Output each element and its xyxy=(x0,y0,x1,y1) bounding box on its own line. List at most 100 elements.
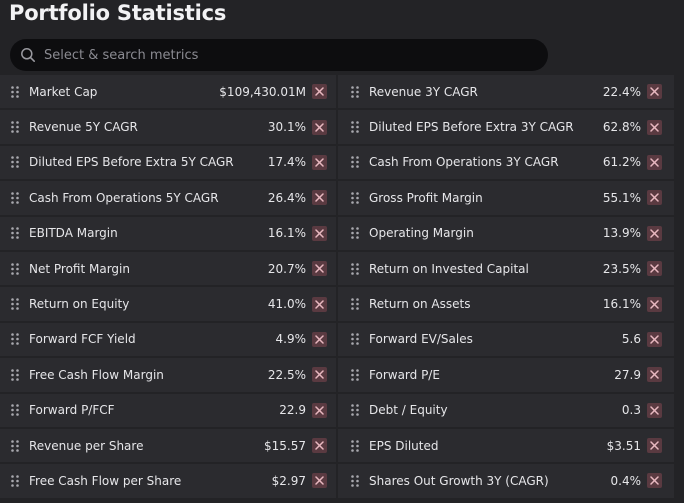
metric-value: $15.57 xyxy=(264,438,306,453)
metric-value: 61.2% xyxy=(602,155,641,170)
metric-value: $3.51 xyxy=(606,438,641,453)
remove-metric-button[interactable] xyxy=(312,402,327,418)
remove-metric-button[interactable] xyxy=(312,84,327,100)
search-input[interactable] xyxy=(42,46,548,64)
remove-metric-button[interactable] xyxy=(312,154,327,170)
remove-metric-button[interactable] xyxy=(647,331,662,347)
metric-value: 17.4% xyxy=(267,155,306,170)
close-icon xyxy=(315,476,324,486)
remove-metric-button[interactable] xyxy=(647,473,662,489)
metric-name: Return on Invested Capital xyxy=(369,261,529,276)
metric-value: 16.1% xyxy=(267,226,306,241)
metric-row: Net Profit Margin 20.7% xyxy=(0,251,336,286)
drag-handle-icon[interactable] xyxy=(350,297,360,311)
drag-handle-icon[interactable] xyxy=(10,226,20,240)
metric-name: Free Cash Flow Margin xyxy=(29,367,164,382)
metric-name: Forward P/E xyxy=(369,367,440,382)
metric-name: Net Profit Margin xyxy=(29,261,130,276)
remove-metric-button[interactable] xyxy=(312,261,327,277)
drag-handle-icon[interactable] xyxy=(10,120,20,134)
metric-row: Diluted EPS Before Extra 3Y CAGR 62.8% xyxy=(338,110,674,144)
drag-handle-icon[interactable] xyxy=(10,191,20,205)
close-icon xyxy=(315,229,324,238)
drag-handle-icon[interactable] xyxy=(350,368,360,382)
drag-handle-icon[interactable] xyxy=(10,262,20,276)
drag-handle-icon[interactable] xyxy=(10,403,20,417)
remove-metric-button[interactable] xyxy=(647,190,662,206)
close-icon xyxy=(315,158,324,167)
metric-row: Forward EV/Sales 5.6 xyxy=(338,322,674,357)
remove-metric-button[interactable] xyxy=(312,367,327,383)
metric-row: Forward P/FCF 22.9 xyxy=(0,393,336,427)
metric-name: Forward EV/Sales xyxy=(369,332,473,347)
metric-name: Revenue 5Y CAGR xyxy=(29,120,138,135)
close-icon xyxy=(650,264,659,273)
drag-handle-icon[interactable] xyxy=(350,155,360,169)
close-icon xyxy=(650,335,659,344)
remove-metric-button[interactable] xyxy=(647,438,662,454)
remove-metric-button[interactable] xyxy=(312,473,327,489)
close-icon xyxy=(650,87,659,96)
remove-metric-button[interactable] xyxy=(647,296,662,312)
close-icon xyxy=(650,476,659,486)
remove-metric-button[interactable] xyxy=(312,296,327,312)
remove-metric-button[interactable] xyxy=(647,225,662,241)
remove-metric-button[interactable] xyxy=(647,261,662,277)
drag-handle-icon[interactable] xyxy=(10,85,20,99)
metric-value: 4.9% xyxy=(275,332,307,347)
metric-value: 0.3 xyxy=(621,403,641,418)
remove-metric-button[interactable] xyxy=(312,331,327,347)
metric-name: Diluted EPS Before Extra 5Y CAGR xyxy=(29,155,234,170)
remove-metric-button[interactable] xyxy=(312,225,327,241)
close-icon xyxy=(315,405,324,415)
drag-handle-icon[interactable] xyxy=(350,332,360,346)
metric-name: Debt / Equity xyxy=(369,403,448,418)
metric-name: Free Cash Flow per Share xyxy=(29,473,182,488)
metric-name: Return on Equity xyxy=(29,297,130,312)
drag-handle-icon[interactable] xyxy=(10,332,20,346)
metric-value: 23.5% xyxy=(602,261,641,276)
remove-metric-button[interactable] xyxy=(312,438,327,454)
metric-value: 5.6 xyxy=(621,332,641,347)
metric-name: Revenue per Share xyxy=(29,438,144,453)
drag-handle-icon[interactable] xyxy=(350,85,360,99)
drag-handle-icon[interactable] xyxy=(350,191,360,205)
drag-handle-icon[interactable] xyxy=(350,439,360,453)
drag-handle-icon[interactable] xyxy=(350,474,360,488)
metric-row: EBITDA Margin 16.1% xyxy=(0,216,336,250)
metric-row: Operating Margin 13.9% xyxy=(338,216,674,250)
close-icon xyxy=(315,299,324,309)
metric-row: EPS Diluted $3.51 xyxy=(338,428,674,463)
metric-value: 16.1% xyxy=(602,297,641,312)
drag-handle-icon[interactable] xyxy=(350,120,360,134)
drag-handle-icon[interactable] xyxy=(10,439,20,453)
metric-search[interactable] xyxy=(10,39,548,71)
drag-handle-icon[interactable] xyxy=(350,403,360,417)
metric-name: Diluted EPS Before Extra 3Y CAGR xyxy=(369,120,574,135)
drag-handle-icon[interactable] xyxy=(10,474,20,488)
drag-handle-icon[interactable] xyxy=(10,297,20,311)
drag-handle-icon[interactable] xyxy=(10,155,20,169)
remove-metric-button[interactable] xyxy=(647,84,662,100)
remove-metric-button[interactable] xyxy=(647,154,662,170)
close-icon xyxy=(650,158,659,167)
remove-metric-button[interactable] xyxy=(647,402,662,418)
remove-metric-button[interactable] xyxy=(647,367,662,383)
drag-handle-icon[interactable] xyxy=(350,262,360,276)
metric-value: $109,430.01M xyxy=(219,84,306,99)
metric-row: Market Cap $109,430.01M xyxy=(0,75,336,109)
metric-value: 20.7% xyxy=(267,261,306,276)
metric-name: Operating Margin xyxy=(369,226,474,241)
close-icon xyxy=(315,122,324,132)
remove-metric-button[interactable] xyxy=(647,119,662,135)
metric-name: Revenue 3Y CAGR xyxy=(369,84,478,99)
drag-handle-icon[interactable] xyxy=(350,226,360,240)
drag-handle-icon[interactable] xyxy=(10,368,20,382)
metric-value: 22.4% xyxy=(602,84,641,99)
remove-metric-button[interactable] xyxy=(312,190,327,206)
metric-name: Return on Assets xyxy=(369,297,471,312)
metric-row: Forward FCF Yield 4.9% xyxy=(0,322,336,357)
close-icon xyxy=(650,299,659,309)
remove-metric-button[interactable] xyxy=(312,119,327,135)
metric-value: 30.1% xyxy=(267,120,306,135)
